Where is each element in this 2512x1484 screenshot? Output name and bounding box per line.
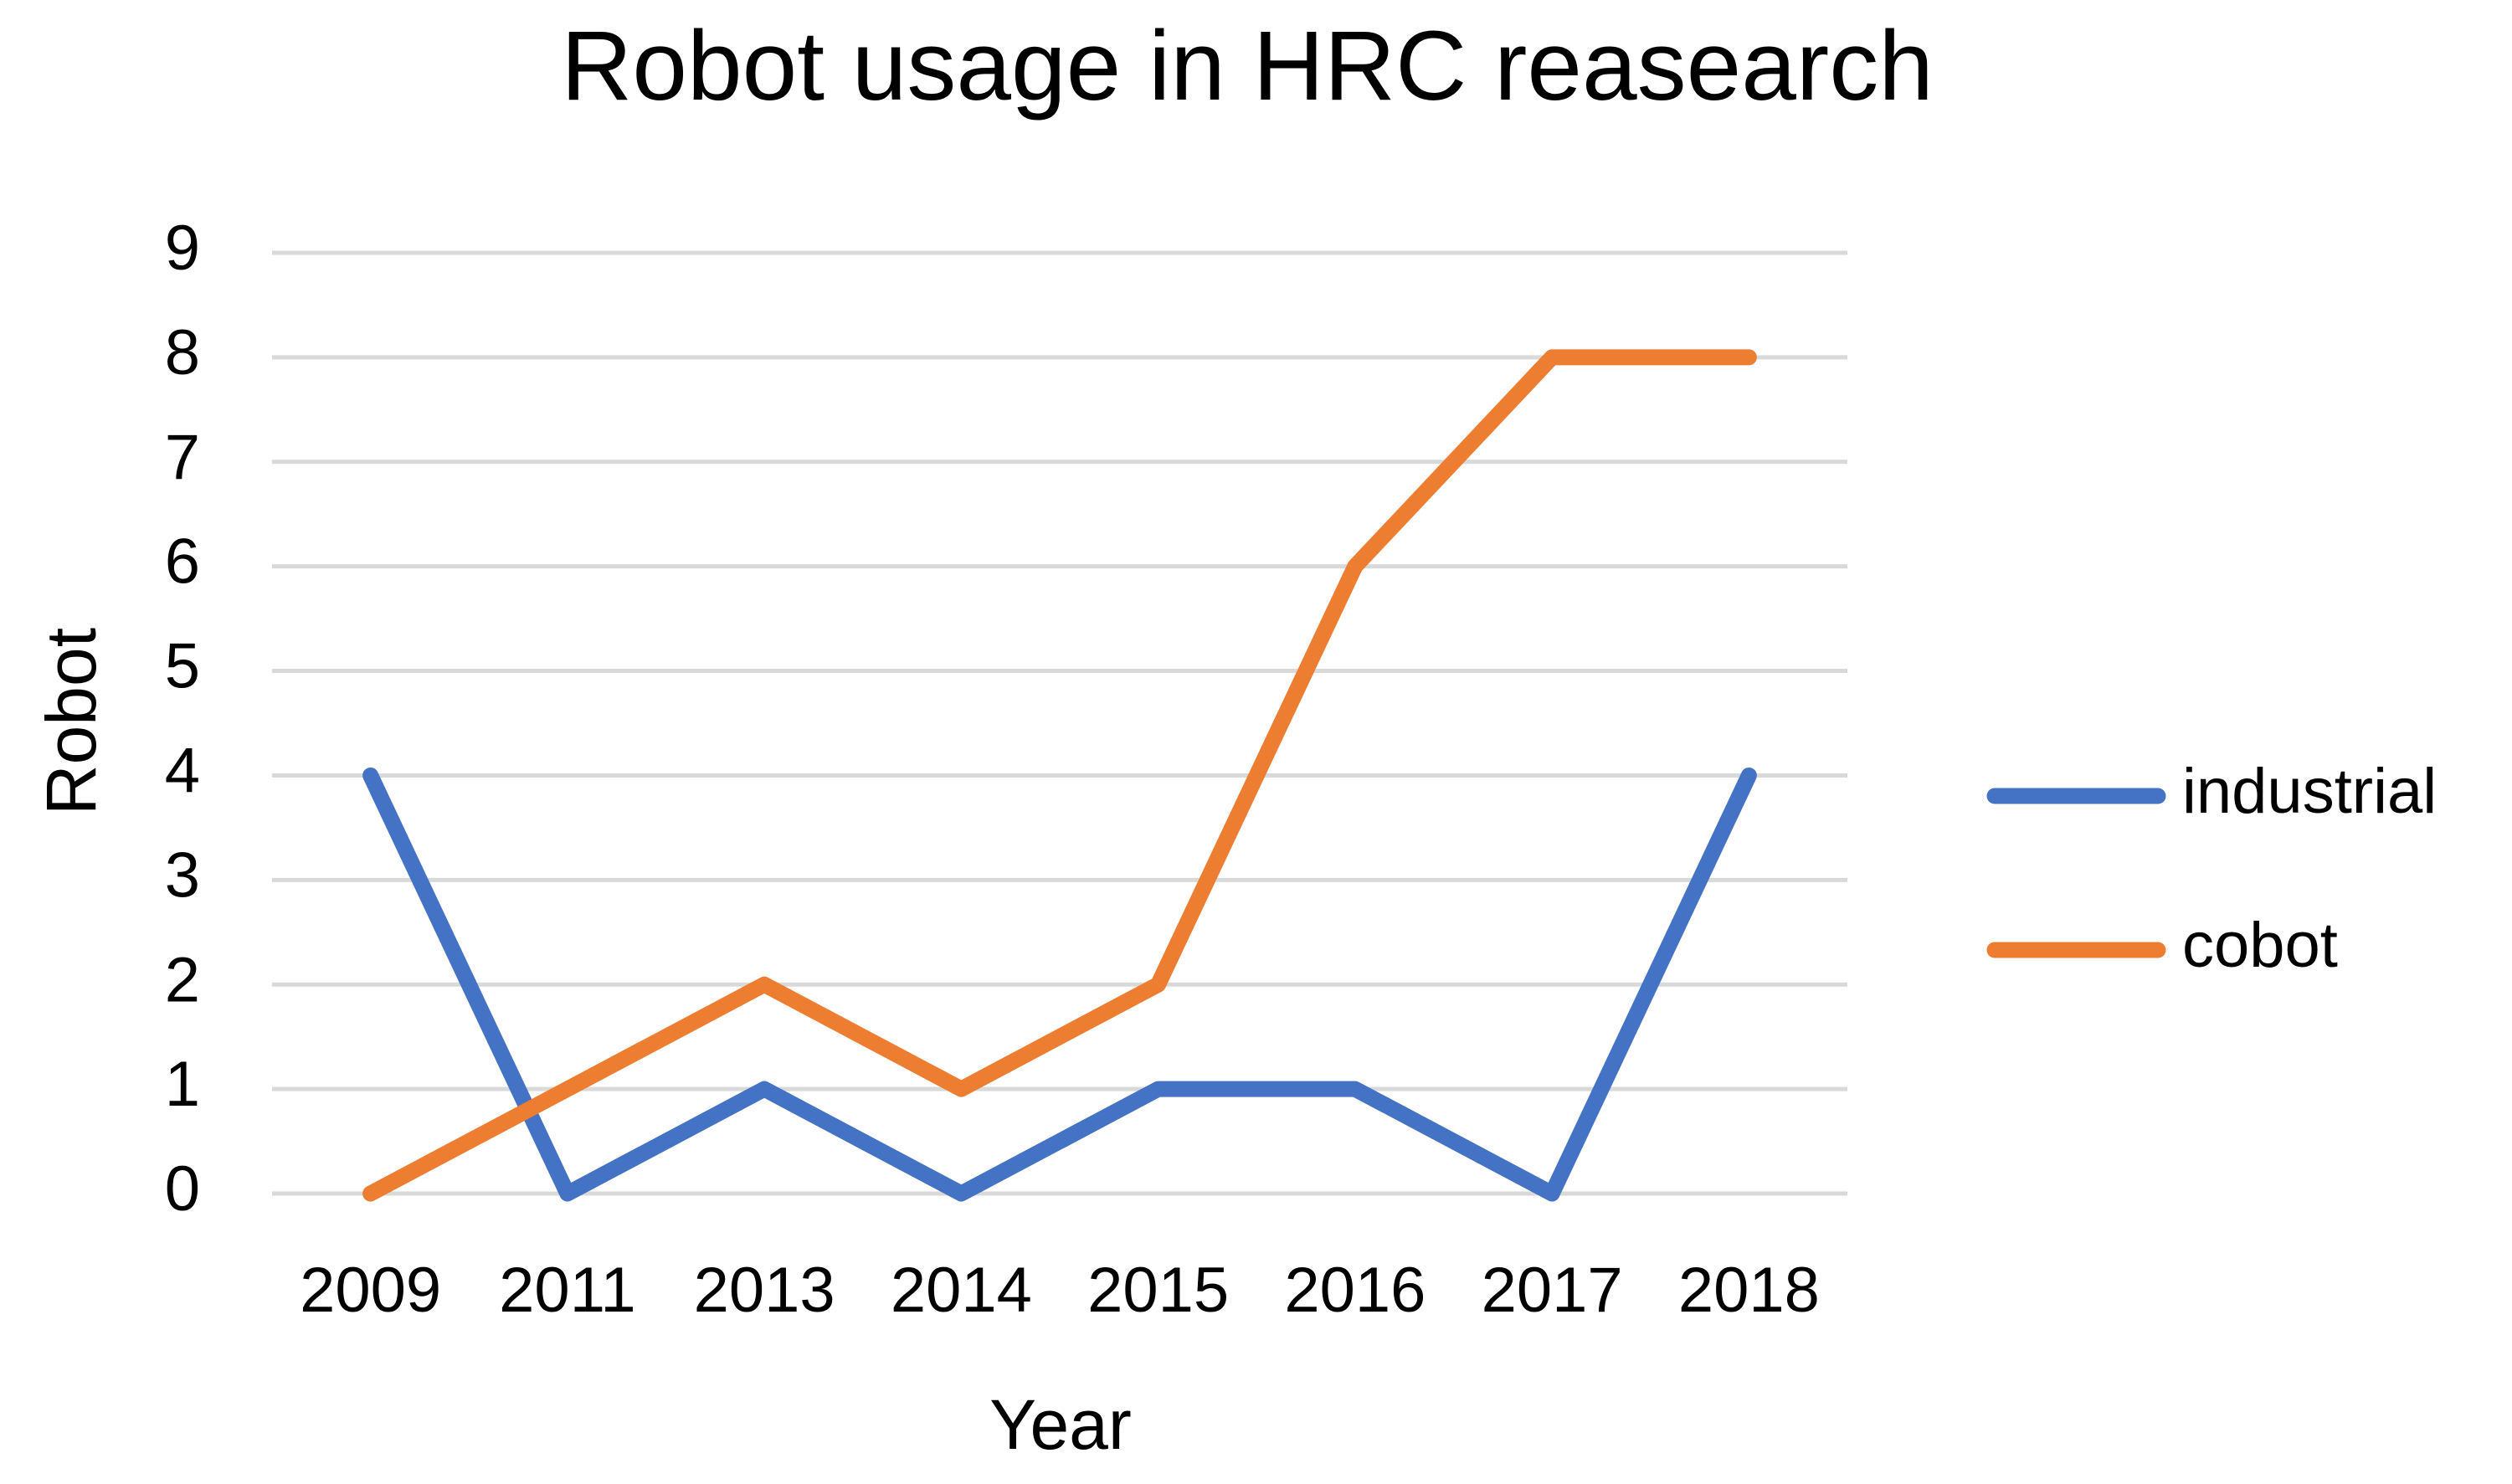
y-tick-label: 3 (165, 840, 200, 911)
y-tick-label: 2 (165, 944, 200, 1015)
x-axis-title: Year (989, 1385, 1132, 1464)
y-tick-label: 8 (165, 317, 200, 388)
x-tick-label: 2018 (1678, 1255, 1820, 1326)
y-tick-label: 1 (165, 1049, 200, 1120)
x-tick-label: 2013 (694, 1255, 835, 1326)
y-tick-label: 0 (165, 1153, 200, 1225)
y-tick-label: 7 (165, 422, 200, 493)
series-line (362, 767, 1757, 1202)
legend-label: industrial (2182, 756, 2437, 827)
chart-title: Robot usage in HRC reasearch (561, 11, 1934, 121)
x-tick-label: 2015 (1087, 1255, 1229, 1326)
y-tick-label: 5 (165, 631, 200, 702)
y-tick-label: 4 (165, 736, 200, 807)
x-tick-label: 2016 (1284, 1255, 1426, 1326)
x-tick-label: 2017 (1482, 1255, 1623, 1326)
legend-label: cobot (2182, 910, 2338, 981)
y-axis-title: Robot (32, 628, 110, 815)
y-tick-label: 6 (165, 526, 200, 598)
y-tick-label: 9 (165, 213, 200, 284)
x-tick-label: 2009 (300, 1255, 441, 1326)
x-tick-label: 2011 (499, 1255, 635, 1326)
series-line (362, 349, 1757, 1202)
x-tick-label: 2014 (891, 1255, 1032, 1326)
